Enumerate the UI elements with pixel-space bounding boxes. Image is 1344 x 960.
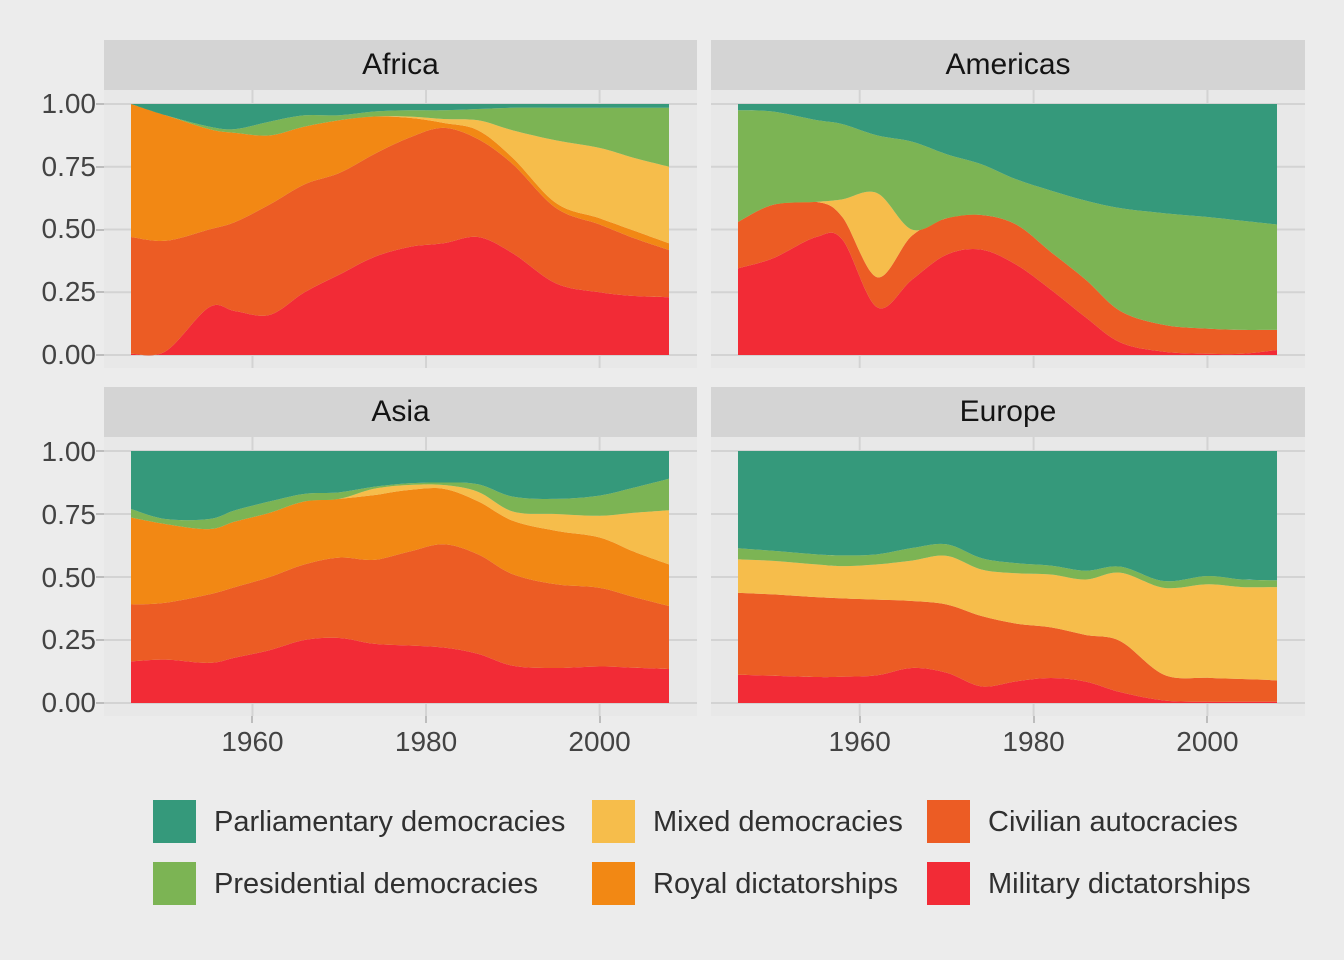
y-axis-label: 0.50 — [41, 213, 97, 244]
legend-swatch-parliamentary-democracies — [153, 800, 196, 843]
y-axis-label: 0.25 — [41, 624, 97, 655]
legend-swatch-royal-dictatorships — [592, 862, 635, 905]
africa-area-chart — [104, 90, 697, 368]
facet-title-americas: Americas — [945, 48, 1071, 81]
facet-strip-americas: Americas — [711, 40, 1305, 90]
x-axis-label: 1980 — [394, 726, 458, 757]
facet-strip-europe: Europe — [711, 387, 1305, 437]
y-tick-mark — [96, 450, 104, 452]
y-tick-mark — [96, 354, 104, 356]
y-axis-label: 1.00 — [41, 88, 97, 119]
y-tick-mark — [96, 165, 104, 168]
x-tick-mark — [858, 716, 861, 723]
legend-swatch-mixed-democracies — [592, 800, 635, 843]
legend-label: Military dictatorships — [988, 868, 1251, 900]
europe-area-chart — [711, 437, 1305, 716]
y-tick-mark — [96, 291, 104, 294]
y-tick-mark — [96, 639, 104, 641]
facet-title-europe: Europe — [959, 395, 1057, 428]
y-axis-label: 0.25 — [41, 276, 97, 307]
y-tick-mark — [96, 228, 104, 231]
x-axis-label: 2000 — [1176, 726, 1239, 757]
x-axis-label: 1980 — [1002, 726, 1065, 757]
y-axis-label: 1.00 — [41, 436, 97, 467]
y-tick-mark — [96, 513, 104, 515]
legend-label: Parliamentary democracies — [214, 806, 566, 838]
y-axis-label: 0.50 — [41, 562, 97, 593]
y-tick-mark — [96, 576, 104, 578]
facet-title-asia: Asia — [371, 395, 430, 428]
y-tick-mark — [96, 702, 104, 704]
y-axis-label: 0.75 — [41, 151, 97, 182]
facet-strip-asia: Asia — [104, 387, 697, 437]
y-axis-label: 0.75 — [41, 499, 97, 530]
y-tick-mark — [96, 103, 104, 105]
legend-swatch-presidential-democracies — [153, 862, 196, 905]
x-axis-label: 2000 — [568, 726, 631, 757]
x-axis-label: 1960 — [221, 726, 284, 757]
x-tick-mark — [598, 716, 601, 723]
asia-area-chart — [104, 437, 697, 716]
x-tick-mark — [1206, 716, 1209, 723]
y-axis-label: 0.00 — [41, 687, 97, 718]
x-tick-mark — [251, 716, 254, 723]
y-axis-label: 0.00 — [41, 339, 97, 370]
x-axis-label: 1960 — [828, 726, 891, 757]
legend-label: Mixed democracies — [653, 806, 903, 838]
x-tick-mark — [425, 716, 428, 723]
legend-label: Royal dictatorships — [653, 868, 898, 900]
facet-title-africa: Africa — [362, 48, 439, 81]
facet-strip-africa: Africa — [104, 40, 697, 90]
legend-label: Presidential democracies — [214, 868, 538, 900]
legend-swatch-military-dictatorships — [927, 862, 970, 905]
x-tick-mark — [1032, 716, 1035, 723]
americas-area-chart — [711, 90, 1305, 368]
legend-label: Civilian autocracies — [988, 806, 1238, 838]
legend-swatch-civilian-autocracies — [927, 800, 970, 843]
